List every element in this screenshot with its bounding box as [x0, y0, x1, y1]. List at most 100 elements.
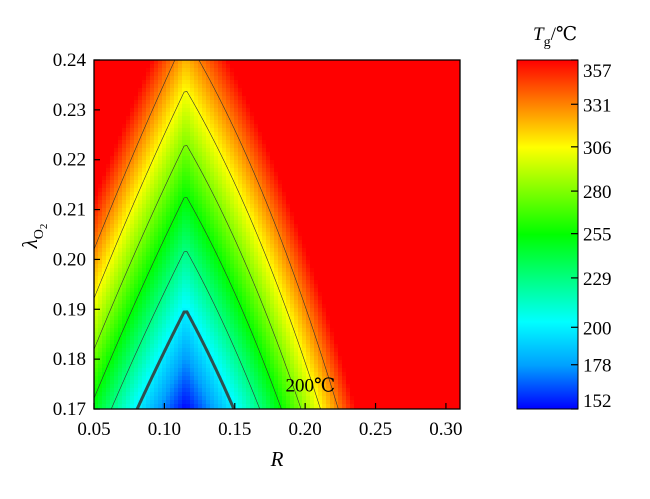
heatmap-cell: [374, 100, 379, 105]
heatmap-cell: [170, 136, 175, 141]
heatmap-cell: [354, 156, 359, 161]
heatmap-cell: [234, 124, 239, 129]
heatmap-cell: [386, 92, 391, 97]
heatmap-cell: [154, 96, 159, 101]
heatmap-cell: [254, 80, 259, 85]
heatmap-cell: [370, 188, 375, 193]
heatmap-cell: [382, 268, 387, 273]
heatmap-cell: [354, 144, 359, 149]
heatmap-cell: [450, 232, 455, 237]
heatmap-cell: [214, 104, 219, 109]
heatmap-cell: [454, 212, 459, 217]
heatmap-cell: [102, 124, 107, 129]
heatmap-cell: [382, 112, 387, 117]
heatmap-cell: [158, 92, 163, 97]
heatmap-cell: [206, 168, 211, 173]
heatmap-cell: [314, 104, 319, 109]
heatmap-cell: [254, 256, 259, 261]
heatmap-cell: [198, 168, 203, 173]
heatmap-cell: [210, 276, 215, 281]
heatmap-cell: [278, 72, 283, 77]
heatmap-cell: [210, 60, 215, 65]
heatmap-cell: [306, 184, 311, 189]
heatmap-cell: [442, 248, 447, 253]
heatmap-cell: [182, 212, 187, 217]
heatmap-cell: [386, 200, 391, 205]
heatmap-cell: [186, 240, 191, 245]
heatmap-cell: [374, 252, 379, 257]
heatmap-cell: [126, 208, 131, 213]
heatmap-cell: [318, 192, 323, 197]
heatmap-cell: [138, 180, 143, 185]
heatmap-cell: [102, 236, 107, 241]
heatmap-cell: [442, 212, 447, 217]
heatmap-cell: [206, 204, 211, 209]
heatmap-cell: [330, 268, 335, 273]
heatmap-cell: [394, 216, 399, 221]
heatmap-cell: [330, 208, 335, 213]
heatmap-cell: [206, 140, 211, 145]
heatmap-cell: [178, 224, 183, 229]
heatmap-cell: [446, 80, 451, 85]
heatmap-cell: [382, 176, 387, 181]
heatmap-cell: [434, 76, 439, 81]
heatmap-cell: [414, 116, 419, 121]
heatmap-cell: [422, 192, 427, 197]
heatmap-cell: [438, 252, 443, 257]
heatmap-cell: [202, 140, 207, 145]
heatmap-cell: [394, 100, 399, 105]
heatmap-cell: [170, 204, 175, 209]
heatmap-cell: [250, 240, 255, 245]
heatmap-cell: [418, 108, 423, 113]
heatmap-cell: [198, 240, 203, 245]
heatmap-cell: [262, 220, 267, 225]
heatmap-cell: [222, 140, 227, 145]
heatmap-cell: [450, 148, 455, 153]
heatmap-cell: [158, 268, 163, 273]
heatmap-cell: [158, 60, 163, 65]
heatmap-cell: [162, 264, 167, 269]
heatmap-cell: [350, 252, 355, 257]
heatmap-cell: [238, 132, 243, 137]
heatmap-cell: [230, 196, 235, 201]
heatmap-cell: [342, 236, 347, 241]
heatmap-cell: [398, 208, 403, 213]
heatmap-cell: [94, 192, 99, 197]
heatmap-cell: [198, 208, 203, 213]
heatmap-cell: [286, 112, 291, 117]
heatmap-cell: [190, 100, 195, 105]
heatmap-cell: [302, 132, 307, 137]
heatmap-cell: [382, 140, 387, 145]
heatmap-cell: [226, 196, 231, 201]
heatmap-cell: [414, 164, 419, 169]
heatmap-cell: [290, 136, 295, 141]
heatmap-cell: [150, 220, 155, 225]
heatmap-cell: [442, 160, 447, 165]
heatmap-cell: [422, 96, 427, 101]
heatmap-cell: [254, 132, 259, 137]
heatmap-cell: [306, 212, 311, 217]
heatmap-cell: [410, 160, 415, 165]
heatmap-cell: [334, 148, 339, 153]
heatmap-cell: [278, 68, 283, 73]
heatmap-cell: [322, 200, 327, 205]
heatmap-cell: [282, 168, 287, 173]
heatmap-cell: [114, 156, 119, 161]
heatmap-cell: [210, 136, 215, 141]
heatmap-cell: [398, 120, 403, 125]
heatmap-cell: [134, 112, 139, 117]
heatmap-cell: [194, 196, 199, 201]
heatmap-cell: [354, 140, 359, 145]
heatmap-cell: [414, 144, 419, 149]
heatmap-cell: [314, 132, 319, 137]
heatmap-cell: [310, 252, 315, 257]
heatmap-cell: [138, 256, 143, 261]
heatmap-cell: [430, 116, 435, 121]
heatmap-cell: [270, 116, 275, 121]
heatmap-cell: [250, 116, 255, 121]
heatmap-cell: [246, 240, 251, 245]
heatmap-cell: [246, 232, 251, 237]
heatmap-cell: [434, 88, 439, 93]
heatmap-cell: [230, 220, 235, 225]
heatmap-cell: [206, 272, 211, 277]
